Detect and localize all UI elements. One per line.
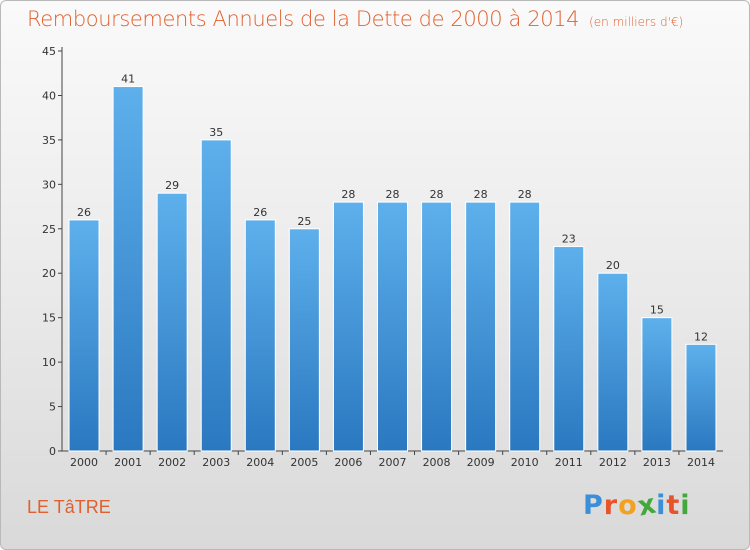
data-label: 20 xyxy=(606,259,620,272)
y-tick-label: 20 xyxy=(42,267,56,280)
bar xyxy=(685,343,717,452)
x-tick-label: 2000 xyxy=(70,456,98,469)
y-tick-label: 0 xyxy=(49,445,56,458)
bar xyxy=(156,192,188,452)
x-tick-label: 2002 xyxy=(158,456,186,469)
bar xyxy=(200,139,232,452)
bar xyxy=(641,317,673,452)
logo-letter: i xyxy=(680,490,691,521)
data-label: 41 xyxy=(121,73,135,86)
data-label: 28 xyxy=(386,188,400,201)
logo-letter: i xyxy=(656,490,667,521)
x-tick-label: 2003 xyxy=(202,456,230,469)
bar xyxy=(68,219,100,452)
x-tick-label: 2009 xyxy=(467,456,495,469)
x-tick-label: 2006 xyxy=(334,456,362,469)
y-tick-label: 45 xyxy=(42,45,56,58)
chart-title: Remboursements Annuels de la Dette de 20… xyxy=(27,7,683,31)
x-tick-label: 2005 xyxy=(290,456,318,469)
x-tick-label: 2001 xyxy=(114,456,142,469)
data-label: 28 xyxy=(518,188,532,201)
x-tick-label: 2011 xyxy=(555,456,583,469)
data-label: 28 xyxy=(430,188,444,201)
chart-subtitle: (en milliers d'€) xyxy=(589,15,684,29)
bar xyxy=(509,201,541,452)
y-tick-label: 15 xyxy=(42,312,56,325)
x-tick-label: 2014 xyxy=(687,456,715,469)
y-tick-label: 30 xyxy=(42,178,56,191)
data-label: 28 xyxy=(474,188,488,201)
y-tick-label: 25 xyxy=(42,223,56,236)
proxiti-logo: Proxiti xyxy=(583,488,691,522)
y-tick-label: 5 xyxy=(49,401,56,414)
data-label: 28 xyxy=(341,188,355,201)
x-tick-label: 2007 xyxy=(379,456,407,469)
data-label: 23 xyxy=(562,233,576,246)
x-tick-label: 2004 xyxy=(246,456,274,469)
bar xyxy=(421,201,453,452)
y-tick-label: 35 xyxy=(42,134,56,147)
bar xyxy=(112,86,144,452)
logo-letter: t xyxy=(666,490,681,521)
bar xyxy=(553,246,585,452)
commune-name: LE TâTRE xyxy=(27,497,111,517)
logo-letter: r xyxy=(603,490,619,521)
logo-letter: P xyxy=(583,490,604,521)
chart-title-text: Remboursements Annuels de la Dette de 20… xyxy=(27,7,580,31)
data-label: 12 xyxy=(694,330,708,343)
data-label: 25 xyxy=(297,215,311,228)
y-tick-label: 40 xyxy=(42,89,56,102)
data-label: 26 xyxy=(253,206,267,219)
data-label: 29 xyxy=(165,179,179,192)
x-tick-label: 2008 xyxy=(423,456,451,469)
bar xyxy=(465,201,497,452)
x-tick-label: 2010 xyxy=(511,456,539,469)
bar xyxy=(288,228,320,452)
data-label: 35 xyxy=(209,126,223,139)
data-label: 26 xyxy=(77,206,91,219)
y-tick-label: 10 xyxy=(42,356,56,369)
data-label: 15 xyxy=(650,304,664,317)
x-tick-label: 2012 xyxy=(599,456,627,469)
x-tick-label: 2013 xyxy=(643,456,671,469)
logo-letter: o xyxy=(618,490,638,521)
bar xyxy=(377,201,408,452)
bar xyxy=(244,219,276,452)
bar xyxy=(332,201,364,452)
bar xyxy=(597,272,629,452)
